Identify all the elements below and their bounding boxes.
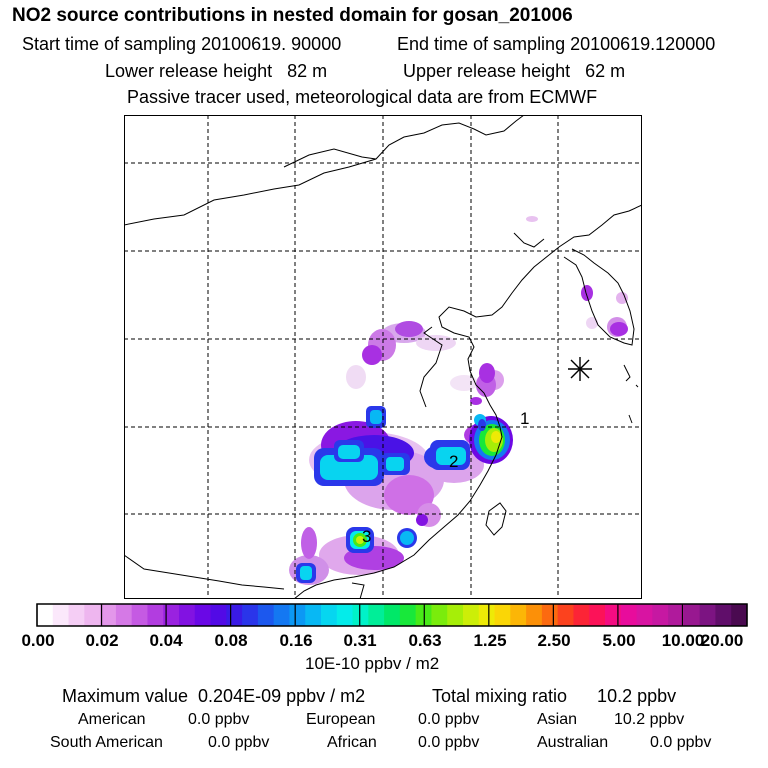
scale-color-swatch — [447, 604, 464, 626]
tracer-note: Passive tracer used, meteorological data… — [127, 87, 598, 107]
source-contribution-map: 1 2 3 — [124, 115, 642, 599]
american-value: 0.0 ppbv — [188, 711, 250, 728]
scale-tick-label: 2.50 — [537, 631, 571, 650]
color-scale-bar — [36, 603, 748, 627]
scale-color-swatch — [163, 604, 180, 626]
european-value: 0.0 ppbv — [418, 711, 480, 728]
end-time-label: End time of sampling 20100619.120000 — [397, 34, 716, 54]
scale-color-swatch — [573, 604, 590, 626]
scale-color-swatch — [668, 604, 685, 626]
scale-color-swatch — [510, 604, 527, 626]
scale-color-swatch — [305, 604, 322, 626]
scale-color-swatch — [131, 604, 148, 626]
scale-color-swatch — [84, 604, 101, 626]
african-label: African — [327, 734, 377, 751]
australian-label: Australian — [537, 734, 609, 751]
scale-color-swatch — [242, 604, 259, 626]
scale-color-swatch — [321, 604, 338, 626]
scale-color-swatch — [257, 604, 275, 626]
scale-color-swatch — [115, 604, 133, 626]
european-label: European — [306, 711, 376, 728]
scale-color-swatch — [541, 604, 559, 626]
map-title: NO2 source contributions in nested domai… — [12, 5, 573, 26]
scale-color-swatch — [399, 604, 417, 626]
scale-tick-label: 0.08 — [214, 631, 248, 650]
african-value: 0.0 ppbv — [418, 734, 480, 751]
scale-border — [36, 603, 748, 627]
scale-color-swatch — [194, 604, 212, 626]
scale-color-swatch — [336, 604, 354, 626]
receptor-asterisk-icon — [568, 357, 592, 381]
scale-color-swatch — [384, 604, 401, 626]
scale-color-swatch — [68, 604, 85, 626]
scale-color-swatch — [494, 604, 511, 626]
south-american-label: South American — [50, 734, 163, 751]
start-time-label: Start time of sampling 20100619. 90000 — [22, 34, 342, 54]
asian-label: Asian — [537, 711, 578, 728]
scale-color-swatch — [37, 604, 54, 626]
source-marker-2: 2 — [449, 452, 458, 471]
upper-release-height-label: Upper release height 62 m — [403, 61, 626, 81]
scale-color-swatch — [652, 604, 669, 626]
source-marker-3: 3 — [362, 527, 371, 546]
scale-color-swatch — [210, 604, 227, 626]
scale-color-swatch — [589, 604, 606, 626]
lat-lon-grid — [124, 115, 642, 599]
american-label: American — [78, 711, 146, 728]
scale-color-swatch — [478, 604, 496, 626]
source-marker-1: 1 — [520, 409, 529, 428]
total-mixing-ratio-label: Total mixing ratio 10.2 ppbv — [432, 686, 677, 706]
scale-unit-label: 10E-10 ppbv / m2 — [305, 654, 440, 673]
scale-color-swatch — [620, 604, 638, 626]
scale-color-swatch — [557, 604, 574, 626]
scale-tick-label: 1.25 — [473, 631, 507, 650]
south-american-value: 0.0 ppbv — [208, 734, 270, 751]
plume-layer — [289, 216, 628, 585]
scale-color-swatch — [431, 604, 448, 626]
scale-tick-label: 0.00 — [21, 631, 55, 650]
lower-release-height-label: Lower release height 82 m — [105, 61, 328, 81]
scale-color-swatch — [463, 604, 480, 626]
scale-color-swatch — [273, 604, 290, 626]
scale-color-swatch — [699, 604, 716, 626]
scale-color-swatch — [52, 604, 70, 626]
scale-tick-label: 0.63 — [408, 631, 442, 650]
scale-color-swatch — [289, 604, 306, 626]
scale-color-swatch — [526, 604, 543, 626]
asian-value: 10.2 ppbv — [614, 711, 685, 728]
scale-color-swatch — [636, 604, 653, 626]
scale-tick-label: 5.00 — [602, 631, 636, 650]
scale-color-swatch — [683, 604, 701, 626]
scale-color-swatch — [715, 604, 732, 626]
australian-value: 0.0 ppbv — [650, 734, 712, 751]
scale-color-swatch — [179, 604, 196, 626]
maximum-value-label: Maximum value 0.204E-09 ppbv / m2 — [62, 686, 366, 706]
scale-tick-label: 10.00 — [661, 631, 705, 650]
scale-color-swatch — [605, 604, 622, 626]
scale-color-swatch — [147, 604, 164, 626]
scale-tick-label: 0.16 — [279, 631, 313, 650]
scale-tick-label: 0.31 — [343, 631, 377, 650]
scale-color-swatch — [352, 604, 369, 626]
scale-color-swatch — [226, 604, 243, 626]
scale-color-swatch — [731, 604, 748, 626]
scale-color-swatch — [368, 604, 385, 626]
scale-color-swatch — [100, 604, 117, 626]
scale-tick-label: 0.02 — [85, 631, 119, 650]
scale-tick-label: 20.00 — [700, 631, 744, 650]
scale-tick-label: 0.04 — [149, 631, 183, 650]
